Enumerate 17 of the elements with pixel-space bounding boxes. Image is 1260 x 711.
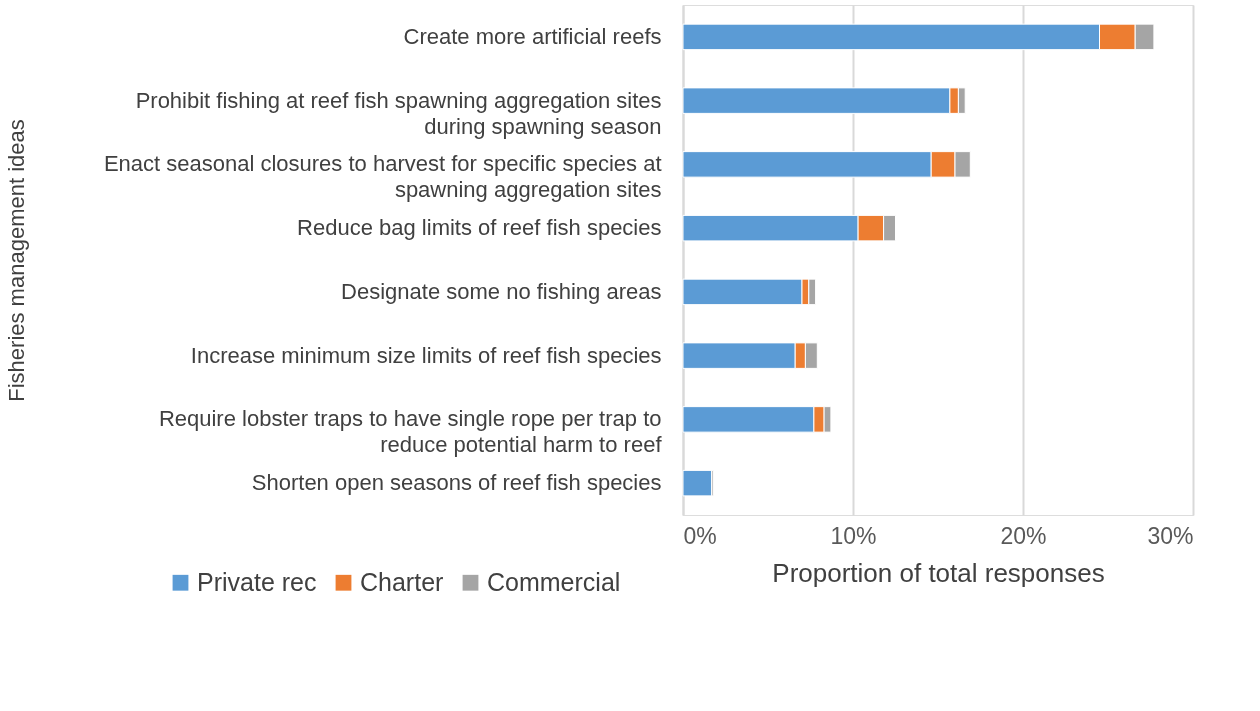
y-tick-label: Increase minimum size limits of reef fish species [190,342,662,368]
x-tick-label: 10% [830,522,877,549]
legend-label: Private rec [197,567,317,596]
y-axis-title: Fisheries management ideas [3,119,29,402]
x-tick-label: 0% [683,522,717,549]
y-tick-label: Prohibit fishing at reef fish spawning aggregation sites during spawning season [135,87,662,139]
y-tick-label: Reduce bag limits of reef fish species [297,215,662,241]
x-tick-label: 30% [1147,522,1194,549]
y-tick-label: Create more artificial reefs [403,23,662,49]
legend-label: Charter [360,567,444,596]
x-axis-title: Proportion of total responses [772,557,1105,588]
y-tick-label: Designate some no fishing areas [341,278,662,304]
x-tick-label: 20% [1000,522,1047,549]
y-tick-label: Require lobster traps to have single rope per trap to reduce potential harm to reef [158,406,663,458]
y-tick-label: Shorten open seasons of reef fish species [251,470,662,496]
legend-label: Commercial [487,567,621,596]
y-tick-label: Enact seasonal closures to harvest for specific species at spawning aggregation sites [103,151,662,203]
